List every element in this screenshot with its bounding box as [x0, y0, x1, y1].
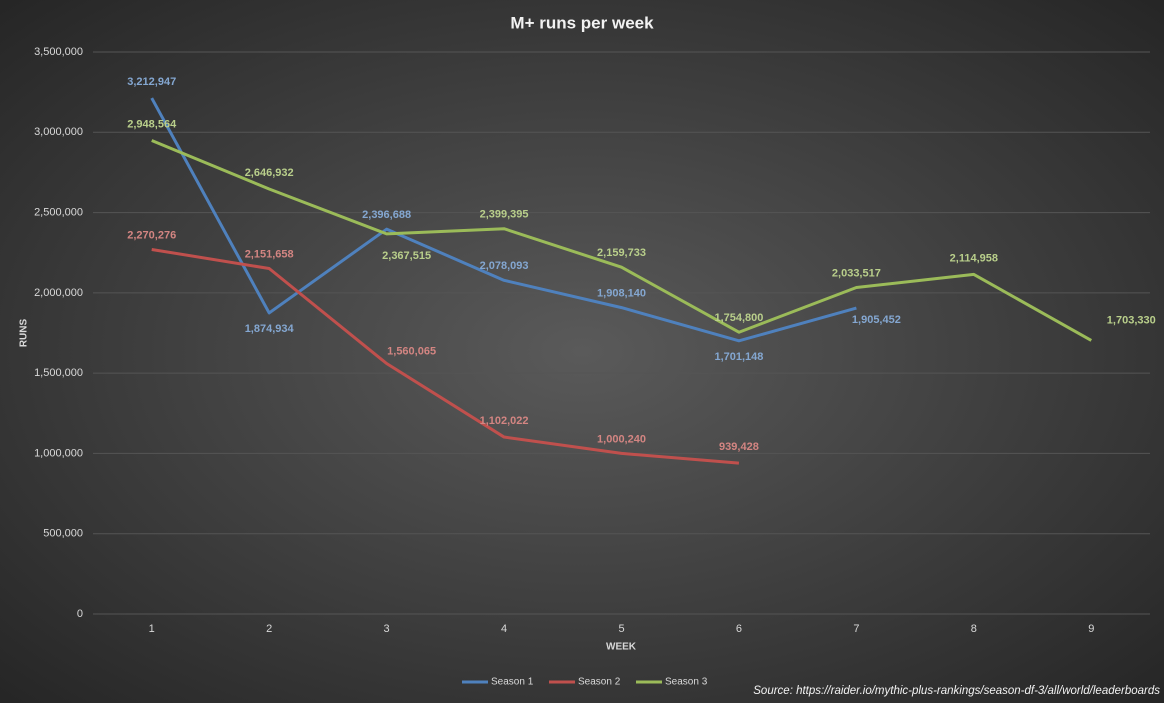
- x-tick-label: 6: [736, 623, 742, 635]
- x-tick-label: 9: [1088, 623, 1094, 635]
- data-label: 2,396,688: [362, 209, 411, 221]
- data-label: 1,000,240: [597, 433, 646, 445]
- series-line: [151, 247, 740, 465]
- data-label: 2,270,276: [127, 229, 176, 241]
- data-label: 1,908,140: [597, 288, 646, 300]
- y-tick-label: 1,500,000: [34, 367, 83, 379]
- legend-label: Season 1: [491, 677, 534, 688]
- source-note: Source: https://raider.io/mythic-plus-ra…: [753, 685, 1160, 697]
- chart-title: M+ runs per week: [510, 13, 654, 32]
- x-axis-label: WEEK: [606, 642, 637, 653]
- y-tick-label: 3,500,000: [34, 46, 83, 58]
- data-label: 1,560,065: [387, 345, 436, 357]
- data-label: 3,212,947: [127, 76, 176, 88]
- x-tick-label: 4: [501, 623, 507, 635]
- x-tick-label: 1: [149, 623, 155, 635]
- series-line: [150, 97, 857, 343]
- data-label: 2,367,515: [382, 250, 431, 262]
- data-label: 2,114,958: [950, 252, 998, 264]
- x-tick-label: 8: [971, 623, 977, 635]
- data-label: 1,905,452: [852, 314, 901, 326]
- data-label: 2,033,517: [832, 267, 881, 279]
- x-tick-label: 7: [853, 623, 859, 635]
- data-label: 2,078,093: [480, 260, 529, 272]
- data-label: 939,428: [719, 441, 759, 453]
- legend-label: Season 3: [665, 677, 708, 688]
- y-tick-label: 2,000,000: [34, 287, 83, 299]
- y-tick-label: 1,000,000: [34, 447, 83, 459]
- data-label: 1,754,800: [714, 312, 763, 324]
- data-label: 1,102,022: [480, 415, 529, 427]
- data-label: 1,701,148: [714, 351, 763, 363]
- data-label: 2,151,658: [245, 248, 294, 260]
- y-axis-label: RUNS: [19, 319, 30, 348]
- y-tick-label: 0: [77, 608, 83, 620]
- data-label: 1,874,934: [245, 323, 295, 335]
- x-tick-label: 5: [618, 623, 624, 635]
- y-tick-label: 3,000,000: [34, 126, 83, 138]
- y-tick-label: 2,500,000: [34, 206, 83, 218]
- legend-label: Season 2: [578, 677, 621, 688]
- data-label: 2,646,932: [245, 167, 294, 179]
- x-tick-label: 2: [266, 623, 272, 635]
- series-line: [151, 139, 1093, 342]
- x-tick-label: 3: [384, 623, 390, 635]
- data-label: 1,703,330: [1107, 314, 1156, 326]
- data-label: 2,399,395: [480, 209, 529, 221]
- data-label: 2,159,733: [597, 247, 646, 259]
- data-label: 2,948,564: [127, 118, 177, 130]
- y-tick-label: 500,000: [43, 528, 83, 540]
